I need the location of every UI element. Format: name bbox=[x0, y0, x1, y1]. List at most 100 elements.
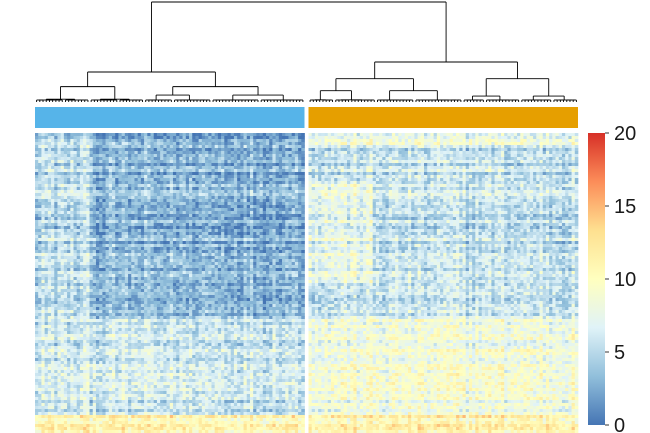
heatmap-cell bbox=[330, 181, 335, 185]
heatmap-cell bbox=[266, 211, 270, 215]
heatmap-cell bbox=[63, 151, 68, 155]
heatmap-cell bbox=[249, 187, 254, 191]
heatmap-cell bbox=[555, 160, 560, 164]
heatmap-cell bbox=[224, 205, 228, 209]
heatmap-cell bbox=[95, 163, 100, 167]
heatmap-cell bbox=[192, 181, 196, 185]
heatmap-cell bbox=[488, 205, 492, 209]
heatmap-cell bbox=[523, 208, 528, 212]
heatmap-cell bbox=[523, 166, 528, 170]
heatmap-cell bbox=[147, 178, 151, 182]
heatmap-cell bbox=[233, 202, 238, 206]
heatmap-cell bbox=[424, 196, 428, 200]
heatmap-cell bbox=[294, 193, 299, 197]
heatmap-cell bbox=[95, 145, 100, 149]
heatmap-cell bbox=[294, 166, 299, 170]
heatmap-cell bbox=[561, 133, 566, 137]
heatmap-cell bbox=[227, 205, 232, 209]
heatmap-cell bbox=[513, 181, 518, 185]
heatmap-cell bbox=[83, 202, 87, 206]
heatmap-cell bbox=[311, 184, 316, 188]
heatmap-cell bbox=[314, 211, 319, 215]
heatmap-cell bbox=[513, 145, 518, 149]
heatmap-cell bbox=[379, 136, 383, 140]
heatmap-cell bbox=[375, 142, 380, 146]
heatmap-cell bbox=[565, 139, 569, 143]
heatmap-cell bbox=[536, 163, 540, 167]
heatmap-cell bbox=[414, 163, 418, 167]
heatmap-cell bbox=[249, 163, 254, 167]
heatmap-cell bbox=[321, 151, 325, 155]
heatmap-cell bbox=[314, 157, 319, 161]
heatmap-cell bbox=[545, 205, 550, 209]
heatmap-cell bbox=[372, 202, 377, 206]
heatmap-cell bbox=[166, 145, 171, 149]
heatmap-cell bbox=[353, 133, 357, 137]
heatmap-cell bbox=[99, 151, 103, 155]
heatmap-cell bbox=[568, 163, 572, 167]
heatmap-cell bbox=[398, 163, 402, 167]
heatmap-cell bbox=[275, 151, 280, 155]
heatmap-cell bbox=[298, 151, 302, 155]
heatmap-cell bbox=[510, 136, 515, 140]
heatmap-cell bbox=[529, 154, 534, 158]
heatmap-cell bbox=[83, 184, 87, 188]
heatmap-cell bbox=[134, 145, 139, 149]
heatmap-cell bbox=[102, 151, 106, 155]
heatmap-cell bbox=[259, 187, 264, 191]
heatmap-cell bbox=[266, 208, 270, 212]
heatmap-cell bbox=[456, 136, 460, 140]
heatmap-cell bbox=[561, 169, 566, 173]
heatmap-cell bbox=[262, 190, 267, 194]
heatmap-cell bbox=[224, 175, 228, 179]
heatmap-cell bbox=[47, 160, 52, 164]
heatmap-cell bbox=[533, 160, 537, 164]
heatmap-cell bbox=[221, 175, 225, 179]
heatmap-cell bbox=[86, 193, 90, 197]
heatmap-cell bbox=[294, 211, 299, 215]
heatmap-cell bbox=[189, 172, 193, 176]
heatmap-cell bbox=[221, 178, 225, 182]
heatmap-cell bbox=[452, 148, 457, 152]
heatmap-cell bbox=[330, 175, 335, 179]
heatmap-cell bbox=[89, 148, 94, 152]
heatmap-cell bbox=[246, 157, 251, 161]
heatmap-cell bbox=[484, 181, 489, 185]
heatmap-cell bbox=[555, 208, 560, 212]
heatmap-cell bbox=[343, 202, 348, 206]
heatmap-cell bbox=[459, 133, 463, 137]
heatmap-cell bbox=[217, 169, 222, 173]
heatmap-cell bbox=[137, 181, 142, 185]
heatmap-cell bbox=[67, 199, 71, 203]
heatmap-cell bbox=[224, 148, 228, 152]
heatmap-cell bbox=[350, 175, 354, 179]
heatmap-cell bbox=[35, 175, 39, 179]
heatmap-cell bbox=[144, 193, 148, 197]
heatmap-cell bbox=[552, 202, 556, 206]
heatmap-cell bbox=[366, 151, 370, 155]
heatmap-cell bbox=[272, 145, 276, 149]
heatmap-cell bbox=[574, 205, 579, 209]
heatmap-cell bbox=[523, 172, 528, 176]
heatmap-cell bbox=[160, 178, 164, 182]
heatmap-cell bbox=[253, 169, 257, 173]
heatmap-cell bbox=[520, 163, 524, 167]
heatmap-cell bbox=[552, 208, 556, 212]
heatmap-cell bbox=[481, 205, 486, 209]
heatmap-cell bbox=[269, 136, 273, 140]
heatmap-cell bbox=[314, 196, 319, 200]
heatmap-cell bbox=[350, 139, 354, 143]
heatmap-cell bbox=[475, 178, 479, 182]
heatmap-cell bbox=[404, 193, 409, 197]
heatmap-cell bbox=[311, 133, 316, 137]
heatmap-cell bbox=[401, 136, 406, 140]
heatmap-cell bbox=[478, 199, 483, 203]
heatmap-cell bbox=[182, 163, 187, 167]
heatmap-cell bbox=[115, 193, 119, 197]
heatmap-cell bbox=[70, 139, 74, 143]
heatmap-cell bbox=[375, 172, 380, 176]
heatmap-cell bbox=[385, 187, 390, 191]
heatmap-cell bbox=[298, 178, 302, 182]
heatmap-cell bbox=[510, 163, 515, 167]
heatmap-cell bbox=[308, 136, 313, 140]
